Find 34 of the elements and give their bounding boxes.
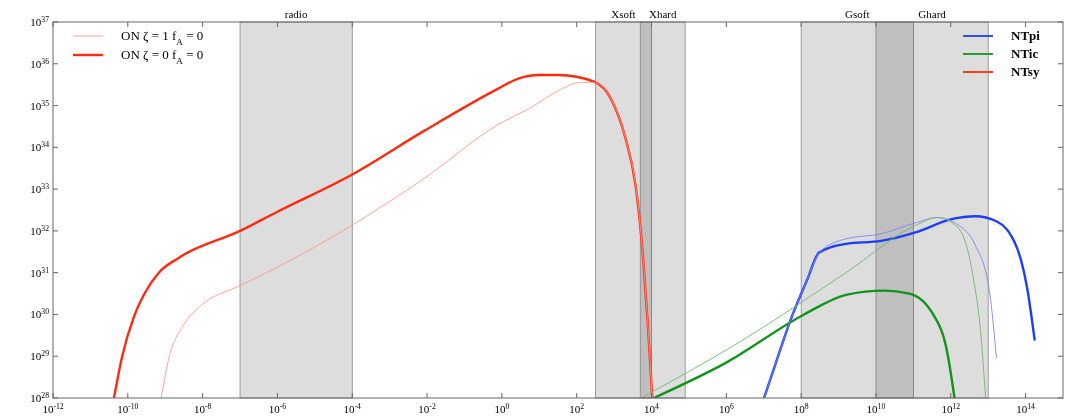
- band-label: Xsoft: [611, 8, 636, 20]
- y-tick-label: 10$^{28}$: [30, 390, 50, 404]
- band-label: Xhard: [648, 8, 677, 20]
- x-tick-label: 10$^{-8}$: [193, 401, 212, 415]
- band-label: radio: [284, 8, 308, 20]
- legend-label: NTpi: [1011, 28, 1041, 43]
- x-tick-label: 10$^{-10}$: [117, 401, 139, 415]
- y-tick-label: 10$^{33}$: [30, 181, 50, 196]
- x-tick-label: 10$^{2}$: [569, 401, 585, 415]
- x-tick-label: 10$^{10}$: [866, 401, 886, 415]
- x-tick-label: 10$^{4}$: [644, 401, 660, 415]
- y-tick-label: 10$^{34}$: [30, 139, 50, 154]
- y-tick-label: 10$^{37}$: [30, 14, 50, 28]
- annotation: ON ζ = 0 f$_{A}$ = 0: [121, 47, 204, 66]
- y-tick-label: 10$^{31}$: [30, 265, 50, 279]
- annotation: ON ζ = 1 f$_{A}$ = 0: [121, 28, 204, 47]
- x-tick-label: 10$^{-6}$: [268, 401, 287, 415]
- x-tick-label: 10$^{14}$: [1016, 401, 1036, 415]
- legend-label: NTic: [1011, 46, 1039, 61]
- band-label: Ghard: [918, 8, 947, 20]
- x-tick-label: 10$^{-4}$: [343, 401, 362, 415]
- x-tick-label: 10$^{0}$: [494, 401, 510, 415]
- legend-label: NTsy: [1011, 64, 1040, 79]
- x-tick-label: 10$^{12}$: [941, 401, 961, 415]
- x-tick-label: 10$^{6}$: [718, 401, 734, 415]
- x-tick-label: 10$^{-2}$: [418, 401, 436, 415]
- x-tick-label: 10$^{-12}$: [42, 401, 64, 415]
- band-label: Gsoft: [845, 8, 870, 20]
- y-tick-label: 10$^{36}$: [30, 56, 50, 70]
- y-tick-label: 10$^{29}$: [30, 348, 50, 363]
- x-tick-label: 10$^{8}$: [793, 401, 809, 415]
- y-tick-label: 10$^{32}$: [30, 223, 50, 237]
- y-tick-label: 10$^{35}$: [30, 98, 50, 112]
- y-tick-label: 10$^{30}$: [30, 306, 50, 321]
